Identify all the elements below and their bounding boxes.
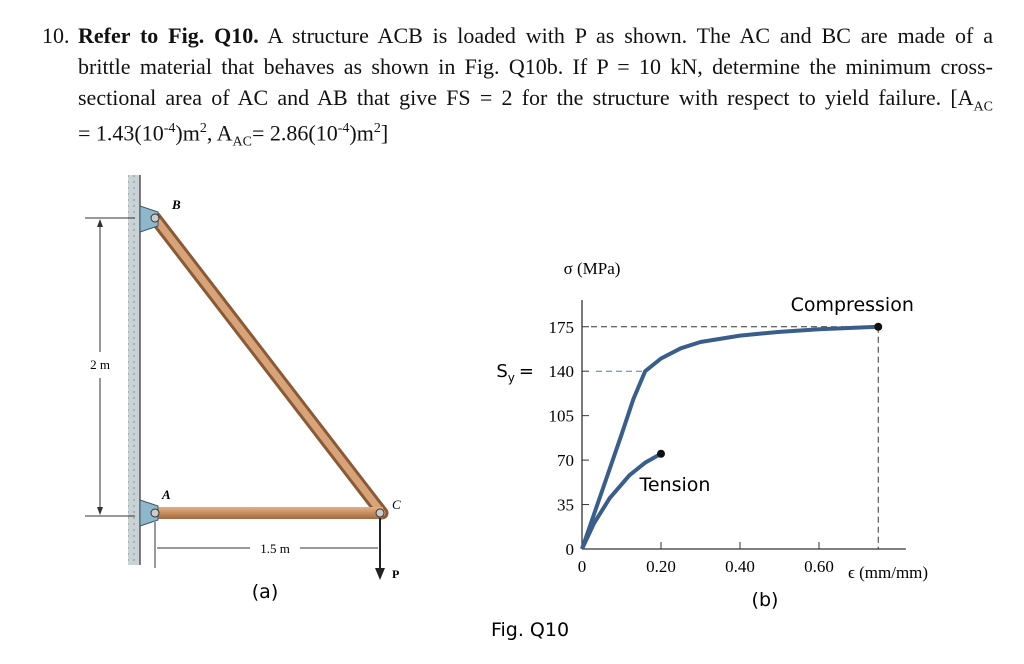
label-p: P xyxy=(392,567,399,581)
label-b: B xyxy=(171,197,181,212)
stress-strain-chart: 0 35 70 105 140 175 0 0.20 0.40 0.60 σ (MPa) ϵ (mm/… xyxy=(496,259,928,582)
y-axis-label: σ (MPa) xyxy=(564,259,621,278)
end-point xyxy=(657,449,665,458)
text-segment: sectional area of AC and AB that give FS… xyxy=(78,85,974,110)
yield-label-part: S xyxy=(496,361,507,382)
text-line: sectional area of AC and AB that give FS… xyxy=(78,82,993,115)
x-tick-label: 0 xyxy=(578,557,587,576)
member-ac xyxy=(155,507,383,519)
y-tick-label: 0 xyxy=(566,540,575,559)
text-segment: , A xyxy=(206,120,233,146)
y-tick-label: 70 xyxy=(557,451,574,470)
width-dim: 1.5 m xyxy=(260,541,290,556)
label-a: A xyxy=(161,487,171,502)
text-segment: )m xyxy=(175,120,200,146)
text-segment: AC xyxy=(232,134,252,150)
text-segment: -4 xyxy=(337,121,350,136)
curve xyxy=(580,452,662,550)
text-segment: A structure ACB is loaded with P as show… xyxy=(258,23,993,48)
figure-caption: Fig. Q10 xyxy=(491,619,569,641)
series-label: Tension xyxy=(639,474,711,496)
caption-a: (a) xyxy=(252,581,278,603)
y-tick-label: 140 xyxy=(549,362,575,381)
pin-b xyxy=(150,213,160,223)
load-arrowhead xyxy=(375,568,385,580)
x-tick-label: 0.60 xyxy=(804,557,834,576)
y-tick-label: 175 xyxy=(549,318,575,337)
yield-label-part: y xyxy=(508,371,515,385)
support-a xyxy=(139,499,159,527)
text-segment: ] xyxy=(380,120,389,146)
end-point xyxy=(874,322,883,331)
figure-a: 2 m 1.5 m B A C P (a) xyxy=(85,175,401,603)
text-line: brittle material that behaves as shown i… xyxy=(78,51,993,82)
y-tick-label: 35 xyxy=(557,496,574,515)
curve xyxy=(580,324,879,550)
text-segment: brittle material that behaves as shown i… xyxy=(78,54,993,79)
wall xyxy=(128,175,140,565)
text-segment: 10. xyxy=(42,23,70,48)
text-segment: -4 xyxy=(163,121,176,136)
caption-b: (b) xyxy=(752,589,779,611)
yield-label-part: = xyxy=(519,361,534,382)
x-tick-label: 0.20 xyxy=(646,557,676,576)
text-line: 10. Refer to Fig. Q10. A structure ACB is… xyxy=(42,20,993,51)
support-b xyxy=(139,205,159,233)
text-segment: = 2.86(10 xyxy=(252,120,338,146)
height-dim: 2 m xyxy=(90,357,110,372)
problem-text: 10. Refer to Fig. Q10. A structure ACB is… xyxy=(42,20,993,150)
pin-c xyxy=(375,508,385,518)
x-tick-label: 0.40 xyxy=(725,557,755,576)
text-segment: )m xyxy=(349,120,374,146)
text-segment: 2 xyxy=(373,121,381,136)
member-bc-highlight xyxy=(151,214,386,517)
label-c: C xyxy=(392,497,401,512)
series-label: Compression xyxy=(791,294,914,316)
yield-label: Sy = xyxy=(496,361,534,385)
text-line: = 1.43(10-4)m2, AAC= 2.86(10-4)m2] xyxy=(78,113,993,149)
text-segment: 2 xyxy=(199,121,207,136)
text-segment: = 1.43(10 xyxy=(78,120,164,146)
text-segment: Refer to Fig. Q10. xyxy=(78,23,259,48)
text-segment: AC xyxy=(973,99,993,115)
x-axis-label: ϵ (mm/mm) xyxy=(848,563,928,582)
y-tick-label: 105 xyxy=(549,407,575,426)
pin-a xyxy=(150,508,160,518)
